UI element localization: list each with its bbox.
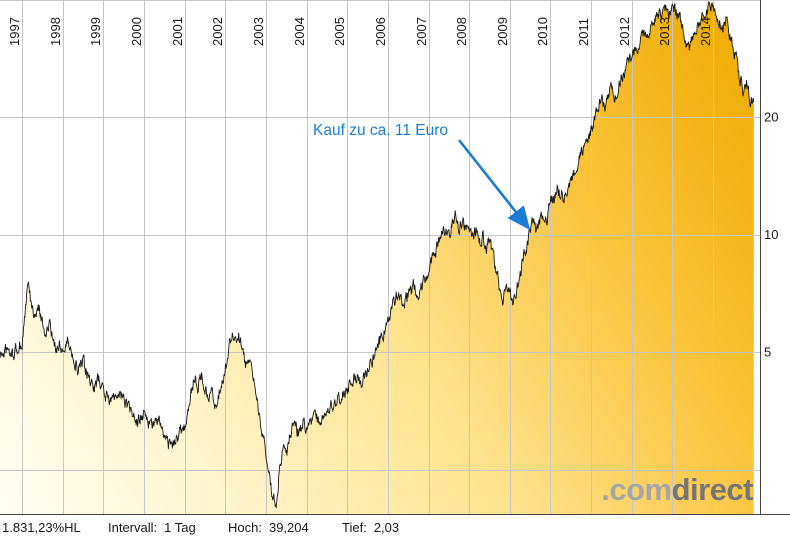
low-readout: Tief: 2,03 (342, 520, 399, 535)
y-tick-10: 10 (764, 227, 778, 242)
gridlines (0, 0, 760, 515)
interval-label: Intervall: (108, 520, 158, 535)
y-tick-20: 20 (764, 110, 778, 125)
high-readout: Hoch: 39,204 (228, 520, 309, 535)
low-value: 2,03 (373, 520, 400, 535)
year-label-2005: 2005 (332, 17, 347, 46)
price-area (0, 2, 754, 515)
year-label-2008: 2008 (454, 17, 469, 46)
annotation-arrow (457, 139, 531, 231)
annotation-buy-note: Kauf zu ca. 11 Euro (313, 122, 448, 139)
high-label: Hoch: (228, 520, 262, 535)
year-label-1998: 1998 (48, 17, 63, 46)
year-label-2001: 2001 (170, 17, 185, 46)
status-bar: 1.831,23%HL Intervall: 1 Tag Hoch: 39,20… (0, 516, 790, 540)
year-label-2002: 2002 (210, 17, 225, 46)
y-tick-5: 5 (764, 345, 771, 360)
year-label-2007: 2007 (414, 17, 429, 46)
watermark-direct: direct (671, 472, 754, 507)
year-labels: 1997 1998 1999 2000 2001 2002 2003 2004 2005 2006… (7, 17, 713, 46)
year-label-2009: 2009 (495, 17, 510, 46)
low-label: Tief: (342, 520, 367, 535)
watermark-dot-com: .com (601, 472, 672, 507)
interval-readout: Intervall: 1 Tag (108, 520, 196, 535)
performance-readout: 1.831,23%HL (2, 520, 81, 535)
year-label-1999: 1999 (88, 17, 103, 46)
year-label-2006: 2006 (373, 17, 388, 46)
year-label-2013: 2013 (657, 17, 672, 46)
year-label-1997: 1997 (7, 17, 22, 46)
y-axis-labels: 20 10 5 (764, 110, 778, 360)
comdirect-watermark: .comdirect (601, 474, 753, 505)
price-line (0, 1, 755, 509)
year-label-2010: 2010 (535, 17, 550, 46)
year-label-2003: 2003 (251, 17, 266, 46)
year-label-2000: 2000 (129, 17, 144, 46)
year-label-2011: 2011 (576, 18, 591, 46)
year-label-2014: 2014 (698, 17, 713, 46)
high-value: 39,204 (268, 520, 309, 535)
year-label-2004: 2004 (292, 17, 307, 46)
interval-value: 1 Tag (164, 520, 196, 535)
year-label-2012: 2012 (617, 17, 632, 46)
